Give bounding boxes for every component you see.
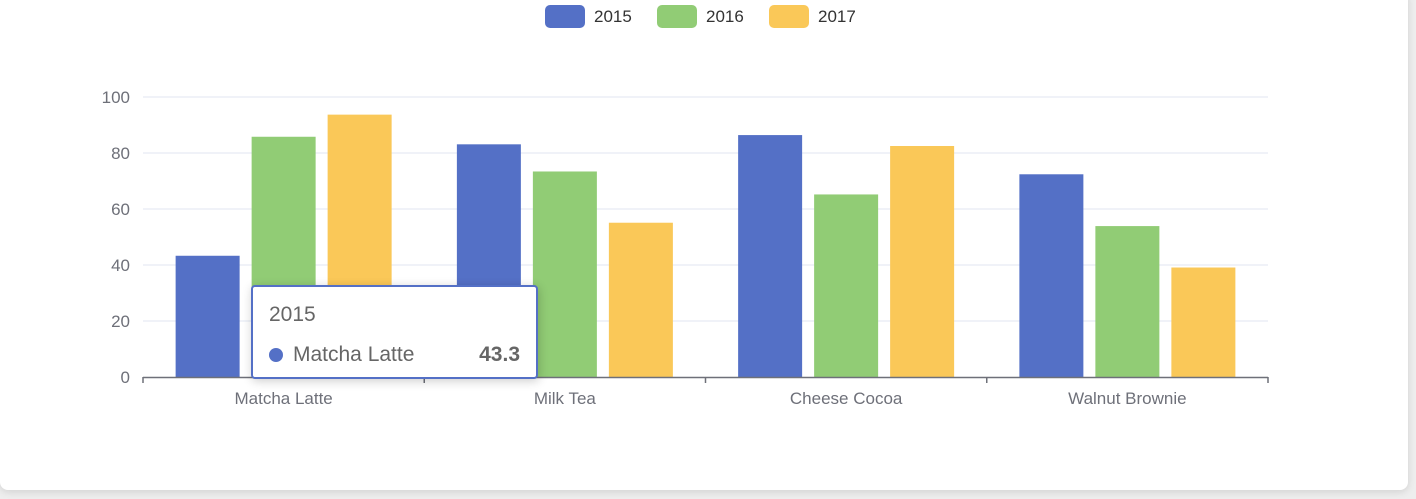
x-tick-label: Cheese Cocoa <box>790 389 903 408</box>
bar-2016[interactable] <box>532 171 597 377</box>
legend-swatch-2015[interactable] <box>545 5 585 28</box>
y-tick-label: 20 <box>111 312 130 331</box>
tooltip-value: 43.3 <box>479 343 520 366</box>
bar-2017[interactable] <box>890 146 955 377</box>
legend-label-2016[interactable]: 2016 <box>706 7 744 26</box>
series-marker-icon <box>269 348 283 362</box>
bar-2015[interactable] <box>175 255 240 377</box>
y-axis: 0 20 40 60 80 100 <box>102 88 130 387</box>
legend-label-2017[interactable]: 2017 <box>818 7 856 26</box>
bar-2015[interactable] <box>1019 174 1084 377</box>
y-tick-label: 100 <box>102 88 130 107</box>
bar-2016[interactable] <box>814 194 879 377</box>
bar-2017[interactable] <box>1171 267 1236 377</box>
tooltip-series-name: Matcha Latte <box>293 343 415 366</box>
legend-swatch-2016[interactable] <box>657 5 697 28</box>
y-tick-label: 0 <box>121 368 130 387</box>
bar-2017[interactable] <box>608 222 673 377</box>
legend-swatch-2017[interactable] <box>769 5 809 28</box>
bar-2016[interactable] <box>1095 226 1160 377</box>
x-axis: Matcha Latte Milk Tea Cheese Cocoa Walnut B… <box>142 376 1269 408</box>
y-tick-label: 80 <box>111 144 130 163</box>
bar-2015[interactable] <box>738 135 803 377</box>
legend-label-2015[interactable]: 2015 <box>594 7 632 26</box>
chart-card <box>0 0 1408 490</box>
y-tick-label: 40 <box>111 256 130 275</box>
tooltip-row: Matcha Latte 43.3 <box>269 343 520 367</box>
y-tick-label: 60 <box>111 200 130 219</box>
tooltip-title: 2015 <box>269 303 316 326</box>
x-tick-label: Matcha Latte <box>234 389 332 408</box>
chart-tooltip: 2015 Matcha Latte 43.3 <box>251 285 538 379</box>
x-tick-label: Milk Tea <box>534 389 597 408</box>
legend: 2015 2016 2017 <box>545 5 856 28</box>
x-tick-label: Walnut Brownie <box>1068 389 1186 408</box>
